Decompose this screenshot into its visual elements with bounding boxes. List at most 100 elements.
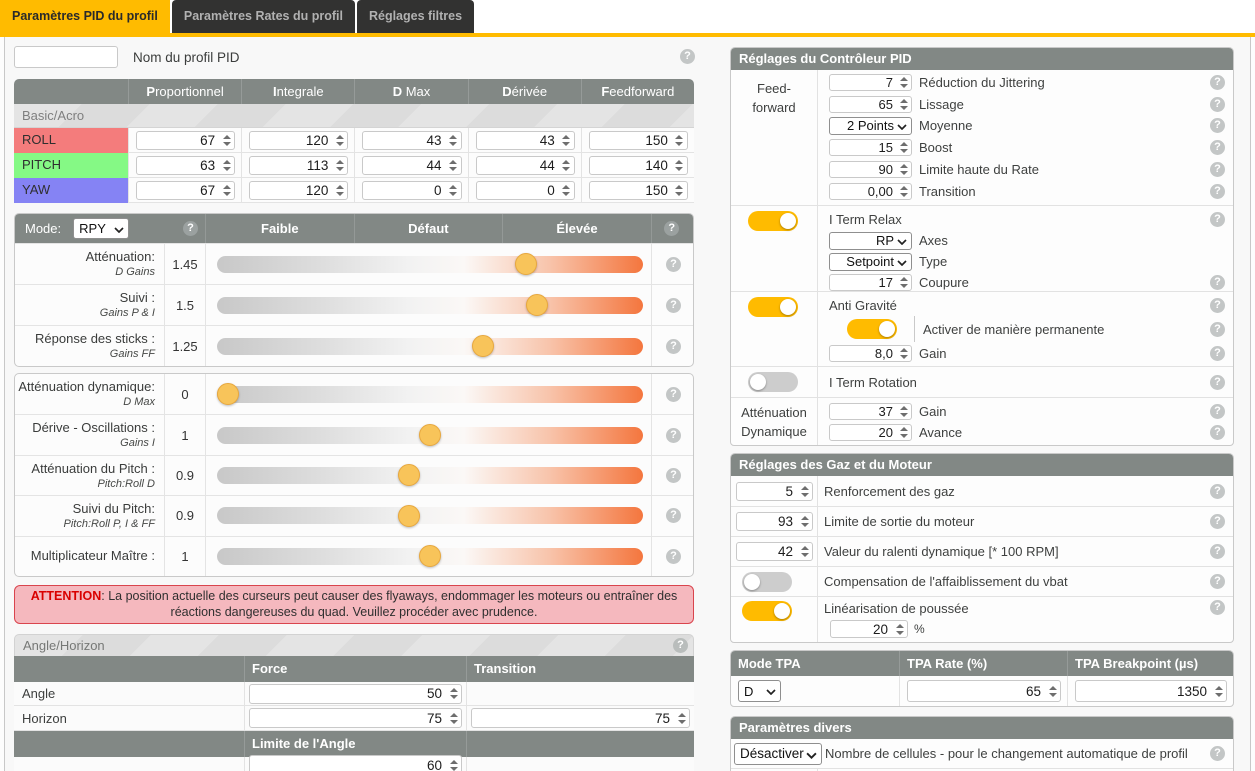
pitch-i-input[interactable] xyxy=(249,155,349,175)
help-icon[interactable]: ? xyxy=(666,467,681,483)
help-icon[interactable]: ? xyxy=(1210,140,1225,156)
help-icon[interactable]: ? xyxy=(183,221,198,236)
spinner-icon[interactable] xyxy=(899,274,908,291)
slider-knob[interactable] xyxy=(217,383,239,406)
spinner-icon[interactable] xyxy=(222,131,231,150)
help-icon[interactable]: ? xyxy=(666,297,681,313)
help-icon[interactable]: ? xyxy=(1210,118,1225,134)
help-icon[interactable]: ? xyxy=(1210,514,1225,529)
help-icon[interactable]: ? xyxy=(666,427,681,443)
spinner-icon[interactable] xyxy=(677,708,686,728)
ff-averaging-select[interactable]: 2 Points xyxy=(829,116,912,135)
tab-filter-settings[interactable]: Réglages filtres xyxy=(356,0,475,33)
iterm-relax-cutoff-input[interactable] xyxy=(829,274,912,291)
slider-knob[interactable] xyxy=(419,424,441,447)
help-icon[interactable]: ? xyxy=(1210,746,1225,761)
motor-limit-input[interactable] xyxy=(736,512,813,531)
spinner-icon[interactable] xyxy=(899,403,908,420)
tpa-rate-input[interactable] xyxy=(907,680,1061,702)
ff-smoothness-input[interactable] xyxy=(829,95,912,113)
slider-knob[interactable] xyxy=(419,545,441,568)
help-icon[interactable]: ? xyxy=(1210,374,1225,390)
yaw-d-input[interactable] xyxy=(475,180,575,200)
roll-i-input[interactable] xyxy=(249,130,349,150)
help-icon[interactable]: ? xyxy=(1210,183,1225,199)
slider-knob[interactable] xyxy=(525,294,548,316)
help-icon[interactable]: ? xyxy=(1210,600,1225,615)
help-icon[interactable]: ? xyxy=(1210,74,1225,90)
ff-max-rate-input[interactable] xyxy=(829,160,912,178)
spinner-icon[interactable] xyxy=(675,181,684,200)
help-icon[interactable]: ? xyxy=(666,338,681,354)
iterm-relax-toggle[interactable] xyxy=(748,211,798,231)
angle-limit-input[interactable] xyxy=(249,755,462,771)
help-icon[interactable]: ? xyxy=(1210,574,1225,589)
anti-gravity-permanent-toggle[interactable] xyxy=(847,319,897,339)
tab-rates-profile-settings[interactable]: Paramètres Rates du profil xyxy=(171,0,355,33)
spinner-icon[interactable] xyxy=(675,156,684,175)
help-icon[interactable]: ? xyxy=(1210,483,1225,499)
thrust-linear-input[interactable] xyxy=(830,620,908,638)
spinner-icon[interactable] xyxy=(449,684,458,704)
help-icon[interactable]: ? xyxy=(666,508,681,524)
vbat-compensation-toggle[interactable] xyxy=(742,571,792,592)
help-icon[interactable]: ? xyxy=(1210,211,1225,227)
slider-mode-select[interactable]: RPY xyxy=(73,218,130,239)
pid-profile-name-input[interactable] xyxy=(14,46,118,68)
slider-track[interactable] xyxy=(217,424,643,447)
help-icon[interactable]: ? xyxy=(1210,404,1225,419)
yaw-dmax-input[interactable] xyxy=(362,180,462,200)
spinner-icon[interactable] xyxy=(899,74,908,91)
spinner-icon[interactable] xyxy=(1214,680,1223,702)
iterm-rotation-toggle[interactable] xyxy=(748,372,798,392)
spinner-icon[interactable] xyxy=(675,131,684,150)
help-icon[interactable]: ? xyxy=(1210,544,1225,559)
help-icon[interactable]: ? xyxy=(666,386,681,402)
spinner-icon[interactable] xyxy=(899,345,908,362)
help-icon[interactable]: ? xyxy=(1210,275,1225,290)
slider-track[interactable] xyxy=(217,545,643,568)
spinner-icon[interactable] xyxy=(449,156,458,175)
horizon-transition-input[interactable] xyxy=(471,708,690,729)
anti-gravity-gain-input[interactable] xyxy=(829,345,912,362)
throttle-boost-input[interactable] xyxy=(736,481,813,501)
spinner-icon[interactable] xyxy=(800,512,809,531)
help-icon[interactable]: ? xyxy=(673,637,688,653)
ff-boost-input[interactable] xyxy=(829,139,912,157)
pitch-ff-input[interactable] xyxy=(588,155,688,175)
spinner-icon[interactable] xyxy=(449,181,458,200)
roll-ff-input[interactable] xyxy=(588,130,688,150)
spinner-icon[interactable] xyxy=(449,708,458,728)
roll-d-input[interactable] xyxy=(475,130,575,150)
ff-jitter-input[interactable] xyxy=(829,73,912,91)
help-icon[interactable]: ? xyxy=(666,548,681,564)
tpa-breakpoint-input[interactable] xyxy=(1075,680,1227,702)
help-icon[interactable]: ? xyxy=(1210,297,1225,313)
help-icon[interactable]: ? xyxy=(1210,321,1225,337)
slider-knob[interactable] xyxy=(397,464,420,487)
slider-track[interactable] xyxy=(217,335,643,357)
slider-track[interactable] xyxy=(217,253,643,275)
tpa-mode-select[interactable]: D xyxy=(738,680,781,702)
help-icon[interactable]: ? xyxy=(664,221,680,236)
spinner-icon[interactable] xyxy=(335,156,344,175)
dyn-damping-advance-input[interactable] xyxy=(829,424,912,441)
horizon-strength-input[interactable] xyxy=(249,708,462,729)
iterm-relax-axes-select[interactable]: RP xyxy=(829,231,912,250)
slider-knob[interactable] xyxy=(514,253,537,275)
angle-strength-input[interactable] xyxy=(249,683,462,704)
spinner-icon[interactable] xyxy=(899,96,908,113)
slider-track[interactable] xyxy=(217,383,643,406)
spinner-icon[interactable] xyxy=(899,183,908,200)
dyn-idle-input[interactable] xyxy=(736,542,813,561)
tab-pid-profile-settings[interactable]: Paramètres PID du profil xyxy=(0,0,170,33)
help-icon[interactable]: ? xyxy=(680,49,695,64)
spinner-icon[interactable] xyxy=(899,424,908,441)
yaw-ff-input[interactable] xyxy=(588,180,688,200)
spinner-icon[interactable] xyxy=(562,181,571,200)
cell-count-select[interactable]: Désactiver xyxy=(734,742,822,765)
ff-transition-input[interactable] xyxy=(829,182,912,200)
spinner-icon[interactable] xyxy=(222,181,231,200)
roll-dmax-input[interactable] xyxy=(362,130,462,150)
help-icon[interactable]: ? xyxy=(1210,96,1225,112)
